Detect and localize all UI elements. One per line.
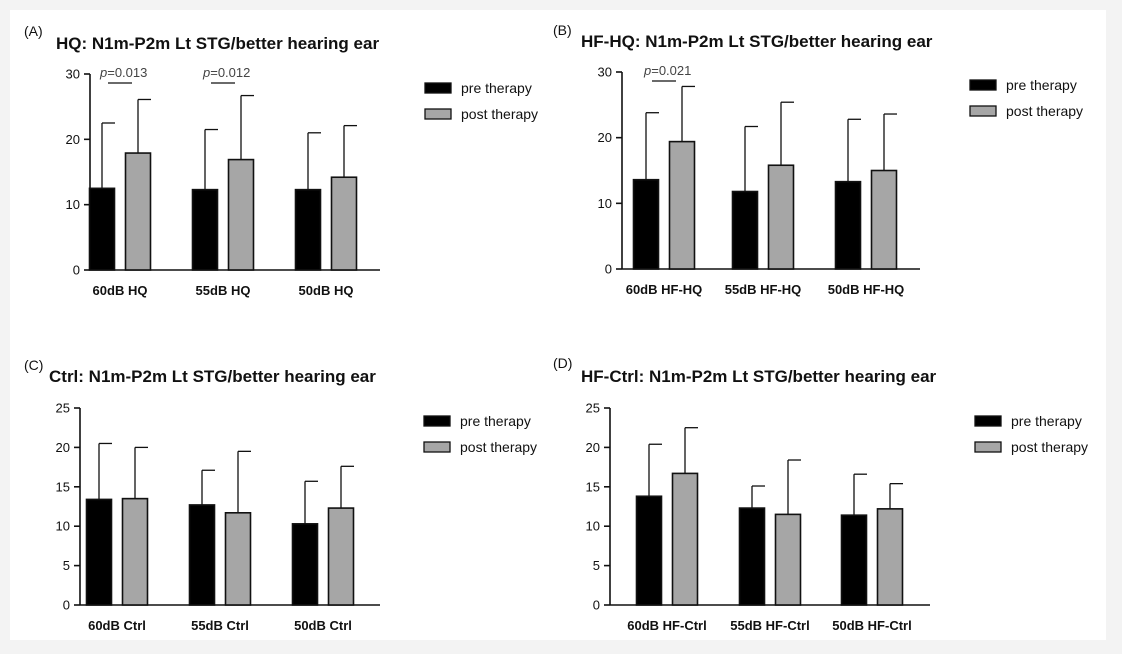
y-tick-label: 10: [586, 519, 600, 534]
y-tick-label: 15: [586, 479, 600, 494]
bar-pre: [632, 178, 660, 270]
chart-title: HF-HQ: N1m-P2m Lt STG/better hearing ear: [581, 32, 933, 51]
figure-canvas: (A) HQ: N1m-P2m Lt STG/better hearing ear…: [24, 22, 1088, 633]
bar-pre: [731, 190, 759, 270]
y-tick-label: 20: [598, 130, 612, 145]
bar-post: [767, 164, 795, 270]
legend-label: post therapy: [1006, 103, 1083, 119]
p-value-label: p=0.021: [643, 63, 691, 78]
bar-post: [671, 472, 699, 606]
y-tick-label: 0: [593, 598, 600, 613]
x-tick-label: 60dB HQ: [93, 283, 148, 298]
y-tick-label: 0: [63, 598, 70, 613]
y-tick-label: 10: [56, 519, 70, 534]
bar-post: [227, 158, 255, 271]
legend-label: pre therapy: [460, 413, 531, 429]
panel-letter: (D): [553, 355, 572, 371]
bar-post: [327, 507, 355, 606]
x-tick-label: 55dB HF-Ctrl: [730, 618, 809, 633]
figure: (A) HQ: N1m-P2m Lt STG/better hearing ear…: [10, 10, 1106, 640]
bar-pre: [188, 504, 216, 606]
bar-post: [330, 176, 358, 271]
legend-swatch-pre: [423, 415, 451, 427]
bar-pre: [635, 495, 663, 606]
bar-post: [121, 497, 149, 606]
bar-pre: [191, 188, 219, 271]
chart-panel-4: (D) HF-Ctrl: N1m-P2m Lt STG/better hearin…: [553, 355, 1088, 633]
p-value-label: p=0.012: [202, 65, 250, 80]
x-tick-label: 55dB Ctrl: [191, 618, 249, 633]
bar-post: [124, 152, 152, 271]
chart-panel-2: (B) HF-HQ: N1m-P2m Lt STG/better hearing …: [553, 22, 1083, 297]
chart-title: HF-Ctrl: N1m-P2m Lt STG/better hearing e…: [581, 367, 937, 386]
x-tick-label: 55dB HQ: [196, 283, 251, 298]
legend-swatch-post: [424, 108, 452, 120]
x-tick-label: 60dB Ctrl: [88, 618, 146, 633]
y-tick-label: 20: [586, 440, 600, 455]
y-tick-label: 20: [56, 440, 70, 455]
y-tick-label: 30: [66, 67, 80, 82]
chart-panel-3: (C) Ctrl: N1m-P2m Lt STG/better hearing e…: [24, 357, 537, 633]
x-tick-label: 60dB HF-HQ: [626, 282, 703, 297]
legend-swatch-post: [974, 441, 1002, 453]
y-tick-label: 25: [586, 401, 600, 416]
panel-letter: (C): [24, 357, 43, 373]
legend-label: post therapy: [460, 439, 537, 455]
chart-title: HQ: N1m-P2m Lt STG/better hearing ear: [56, 34, 379, 53]
legend-swatch-post: [969, 105, 997, 117]
legend-swatch-post: [423, 441, 451, 453]
y-tick-label: 10: [598, 196, 612, 211]
y-tick-label: 15: [56, 479, 70, 494]
bar-post: [870, 169, 898, 270]
x-tick-label: 50dB HF-HQ: [828, 282, 905, 297]
legend-label: pre therapy: [1006, 77, 1077, 93]
x-tick-label: 50dB HQ: [299, 283, 354, 298]
y-tick-label: 20: [66, 132, 80, 147]
legend-label: pre therapy: [461, 80, 532, 96]
bar-pre: [840, 514, 868, 606]
y-tick-label: 30: [598, 65, 612, 80]
y-tick-label: 5: [63, 558, 70, 573]
bar-pre: [834, 180, 862, 270]
x-tick-label: 50dB HF-Ctrl: [832, 618, 911, 633]
panel-letter: (B): [553, 22, 572, 38]
p-value-label: p=0.013: [99, 65, 147, 80]
legend-label: post therapy: [1011, 439, 1088, 455]
y-tick-label: 0: [73, 263, 80, 278]
chart-title: Ctrl: N1m-P2m Lt STG/better hearing ear: [49, 367, 376, 386]
legend-label: pre therapy: [1011, 413, 1082, 429]
bar-pre: [738, 507, 766, 606]
legend-label: post therapy: [461, 106, 538, 122]
legend-swatch-pre: [969, 79, 997, 91]
panel-letter: (A): [24, 23, 43, 39]
x-tick-label: 60dB HF-Ctrl: [627, 618, 706, 633]
legend-swatch-pre: [974, 415, 1002, 427]
chart-panel-1: (A) HQ: N1m-P2m Lt STG/better hearing ear…: [24, 23, 538, 298]
bar-pre: [85, 498, 113, 606]
y-tick-label: 0: [605, 262, 612, 277]
y-tick-label: 10: [66, 197, 80, 212]
legend-swatch-pre: [424, 82, 452, 94]
x-tick-label: 55dB HF-HQ: [725, 282, 802, 297]
y-tick-label: 25: [56, 401, 70, 416]
bar-pre: [291, 523, 319, 606]
bar-pre: [88, 187, 116, 271]
bar-post: [774, 513, 802, 606]
y-tick-label: 5: [593, 558, 600, 573]
bar-post: [668, 140, 696, 270]
bar-post: [224, 512, 252, 606]
x-tick-label: 50dB Ctrl: [294, 618, 352, 633]
bar-pre: [294, 188, 322, 271]
bar-post: [876, 508, 904, 606]
